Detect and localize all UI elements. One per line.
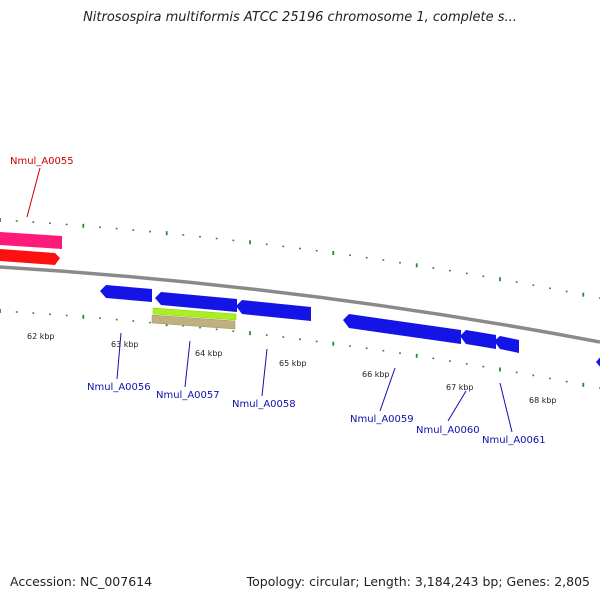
- gene-feature-edge[interactable]: [596, 355, 600, 369]
- leader-line-0061: [499, 382, 513, 433]
- map-title: Nitrosospira multiformis ATCC 25196 chro…: [83, 10, 517, 25]
- kbp-label-67: 67 kbp: [446, 383, 474, 392]
- gene-label-0058[interactable]: Nmul_A0058: [232, 399, 296, 410]
- gene-label-0061[interactable]: Nmul_A0061: [482, 435, 546, 446]
- genome-summary-text: Topology: circular; Length: 3,184,243 bp…: [246, 574, 590, 589]
- gene-feature-0060[interactable]: [460, 330, 496, 349]
- leader-line-0058: [261, 348, 268, 397]
- outer-tick-track: [0, 218, 600, 299]
- gene-feature-forward-red[interactable]: [0, 249, 60, 265]
- gene-feature-forward-pink[interactable]: [0, 232, 62, 249]
- gene-feature-0061[interactable]: [494, 336, 519, 353]
- leader-line-0057: [184, 340, 191, 388]
- leader-line-0060: [447, 390, 467, 422]
- kbp-label-65: 65 kbp: [279, 359, 307, 368]
- gene-label-0059[interactable]: Nmul_A0059: [350, 414, 414, 425]
- feature-bar-tan[interactable]: [151, 314, 236, 330]
- gene-label-0057[interactable]: Nmul_A0057: [156, 390, 220, 401]
- gene-feature-0057[interactable]: [155, 292, 237, 312]
- kbp-label-63: 63 kbp: [111, 340, 139, 349]
- kbp-label-62: 62 kbp: [27, 332, 55, 341]
- chromosome-backbone: [0, 265, 600, 344]
- kbp-label-66: 66 kbp: [362, 370, 390, 379]
- gene-feature-0056[interactable]: [100, 285, 152, 302]
- kbp-label-68: 68 kbp: [529, 396, 557, 405]
- accession-text: Accession: NC_007614: [10, 574, 153, 589]
- gene-label-0060[interactable]: Nmul_A0060: [416, 425, 480, 436]
- gene-label-0055[interactable]: Nmul_A0055: [10, 156, 74, 167]
- feature-bar-green[interactable]: [152, 307, 237, 321]
- gene-feature-0059[interactable]: [343, 314, 461, 344]
- leader-line-0056: [116, 332, 122, 380]
- gene-label-0056[interactable]: Nmul_A0056: [87, 382, 151, 393]
- gene-separator: [0, 246, 61, 252]
- gene-feature-0058[interactable]: [236, 300, 311, 321]
- kbp-label-64: 64 kbp: [195, 349, 223, 358]
- leader-line-0055: [26, 167, 41, 218]
- leader-line-0059: [379, 367, 396, 412]
